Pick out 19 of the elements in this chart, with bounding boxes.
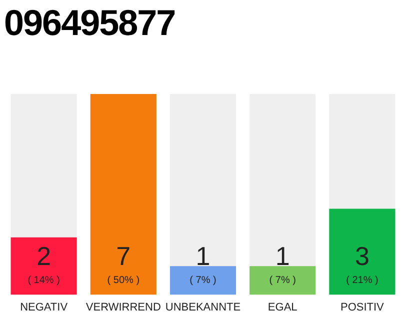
bar — [10, 237, 77, 295]
data-label: 2 — [36, 240, 52, 271]
annotation: ( 21% ) — [346, 274, 378, 286]
data-label: 3 — [354, 240, 370, 271]
data-label: 1 — [275, 240, 290, 271]
x-tick-label: NEGATIV — [20, 301, 68, 314]
x-tick-label: POSITIV — [340, 301, 385, 314]
annotation: ( 14% ) — [28, 274, 60, 286]
data-label: 1 — [196, 240, 210, 271]
annotation: ( 7% ) — [269, 274, 296, 286]
chart-title: 096495877 — [4, 2, 176, 44]
x-tick-label: VERWIRREND — [86, 301, 161, 314]
data-label: 7 — [116, 240, 131, 271]
bar — [170, 266, 236, 295]
annotation: ( 7% ) — [190, 274, 216, 286]
bar — [250, 266, 316, 295]
x-tick-label: UNBEKANNTE — [165, 301, 241, 314]
x-tick-label: EGAL — [268, 301, 298, 314]
annotation: ( 50% ) — [107, 274, 140, 286]
